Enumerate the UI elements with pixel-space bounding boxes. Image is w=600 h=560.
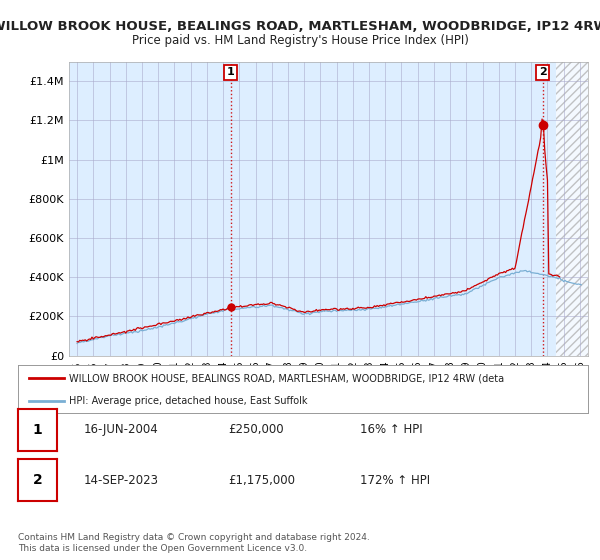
Text: WILLOW BROOK HOUSE, BEALINGS ROAD, MARTLESHAM, WOODBRIDGE, IP12 4RW (deta: WILLOW BROOK HOUSE, BEALINGS ROAD, MARTL… [70,374,505,384]
Text: Contains HM Land Registry data © Crown copyright and database right 2024.
This d: Contains HM Land Registry data © Crown c… [18,533,370,553]
Text: 2: 2 [539,68,547,77]
Text: 172% ↑ HPI: 172% ↑ HPI [360,474,430,487]
Text: 1: 1 [227,68,235,77]
Text: 14-SEP-2023: 14-SEP-2023 [84,474,159,487]
Text: 1: 1 [32,423,43,437]
Text: 16% ↑ HPI: 16% ↑ HPI [360,423,422,436]
Text: HPI: Average price, detached house, East Suffolk: HPI: Average price, detached house, East… [70,396,308,406]
Text: £1,175,000: £1,175,000 [228,474,295,487]
Bar [556,62,588,356]
Text: 16-JUN-2004: 16-JUN-2004 [84,423,159,436]
Text: £250,000: £250,000 [228,423,284,436]
Text: Price paid vs. HM Land Registry's House Price Index (HPI): Price paid vs. HM Land Registry's House … [131,34,469,46]
Text: WILLOW BROOK HOUSE, BEALINGS ROAD, MARTLESHAM, WOODBRIDGE, IP12 4RW: WILLOW BROOK HOUSE, BEALINGS ROAD, MARTL… [0,20,600,32]
Text: 2: 2 [32,473,43,487]
